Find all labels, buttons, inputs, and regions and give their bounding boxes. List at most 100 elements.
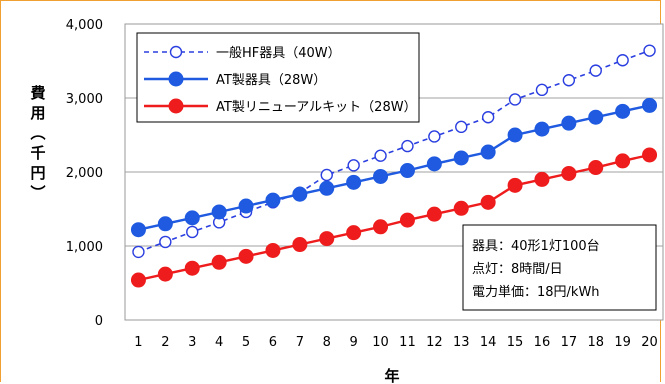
data-point	[507, 127, 523, 143]
data-point	[130, 222, 146, 238]
legend-label: AT製器具（28W）	[216, 73, 326, 88]
x-tick-label: 10	[372, 335, 389, 350]
condition-hours: 点灯：8時間/日	[472, 262, 563, 277]
data-point	[615, 153, 631, 169]
x-tick-label: 12	[426, 335, 443, 350]
condition-price: 電力単価：18円/kWh	[472, 284, 600, 300]
data-point	[132, 245, 145, 259]
y-axis-label: 費用 ︵ 千円 ︶	[29, 84, 45, 202]
x-tick-label: 15	[507, 335, 524, 350]
data-point	[265, 192, 281, 208]
data-point	[455, 120, 468, 134]
data-point	[428, 130, 441, 143]
series-3	[130, 147, 658, 288]
data-point	[292, 186, 308, 202]
legend-marker	[168, 98, 184, 114]
data-point	[320, 168, 333, 182]
x-tick-label: 1	[134, 335, 142, 350]
data-point	[534, 121, 550, 137]
data-point	[562, 74, 576, 87]
data-point	[184, 260, 200, 276]
data-point	[238, 198, 254, 214]
data-point	[265, 242, 281, 258]
data-point	[157, 266, 173, 282]
x-tick-label: 16	[534, 335, 551, 350]
data-point	[319, 231, 335, 247]
data-point	[347, 159, 360, 172]
x-tick-label: 11	[399, 335, 416, 350]
data-point	[561, 115, 577, 131]
y-axis-label-char: 用	[30, 104, 45, 122]
data-point	[346, 174, 362, 190]
x-tick-label: 18	[587, 335, 604, 350]
data-point	[615, 103, 631, 119]
y-axis-label-char: ︵	[29, 124, 45, 142]
data-point	[616, 54, 629, 67]
data-point	[319, 180, 335, 196]
data-point	[481, 111, 495, 124]
y-tick-label: 2,000	[66, 166, 103, 181]
legend-marker	[169, 45, 183, 59]
data-point	[508, 93, 522, 106]
y-axis-label-char: ︶	[29, 184, 45, 202]
data-point	[346, 225, 362, 241]
legend-label: 一般HF器具（40W）	[216, 45, 341, 61]
x-tick-label: 17	[561, 335, 578, 350]
data-point	[534, 171, 550, 187]
data-point	[184, 210, 200, 226]
y-axis-ticks: 0 1,000 2,000 3,000 4,000	[66, 18, 103, 329]
series-2	[130, 97, 658, 238]
x-tick-label: 4	[215, 335, 223, 350]
legend-label: AT製リニューアルキット（28W）	[216, 100, 417, 115]
x-tick-label: 7	[296, 335, 304, 350]
y-axis-label-char: 円	[30, 164, 45, 182]
data-point	[426, 156, 442, 172]
data-point	[399, 163, 415, 179]
data-point	[453, 200, 469, 216]
data-point	[211, 204, 227, 220]
x-tick-label: 19	[614, 335, 631, 350]
x-axis-ticks: 1 2 3 4 5 6 7 8 9 10 11 12 13 14 15 16 17 18 19 20	[134, 335, 658, 350]
legend-marker	[168, 71, 184, 87]
data-point	[642, 97, 658, 113]
data-point	[480, 194, 496, 210]
x-tick-label: 8	[323, 335, 331, 350]
y-tick-label: 4,000	[66, 18, 103, 33]
data-point	[507, 177, 523, 193]
data-point	[292, 237, 308, 253]
y-tick-label: 0	[95, 314, 103, 329]
x-tick-label: 2	[161, 335, 169, 350]
y-axis-label-char: 千	[30, 144, 45, 162]
y-tick-label: 3,000	[66, 92, 103, 107]
data-point	[401, 139, 414, 153]
data-point	[186, 225, 199, 239]
x-axis-label: 年	[384, 367, 399, 384]
conditions-box: 器具：40形1灯100台 点灯：8時間/日 電力単価：18円/kWh	[462, 224, 657, 311]
data-point	[643, 44, 656, 57]
data-point	[399, 212, 415, 228]
x-tick-label: 9	[350, 335, 358, 350]
data-point	[211, 254, 227, 270]
legend: 一般HF器具（40W） AT製器具（28W） AT製リニューアルキット（28W）	[136, 32, 420, 123]
x-tick-label: 6	[269, 335, 277, 350]
y-axis-label-char: 費	[30, 84, 45, 102]
data-point	[453, 150, 469, 166]
data-point	[373, 219, 389, 235]
data-point	[535, 83, 549, 97]
x-tick-label: 14	[480, 335, 497, 350]
data-point	[589, 64, 602, 77]
y-tick-label: 1,000	[66, 240, 103, 255]
series-group	[130, 44, 658, 288]
data-point	[561, 165, 577, 181]
data-point	[238, 248, 254, 264]
data-point	[588, 160, 604, 176]
condition-fixture: 器具：40形1灯100台	[472, 239, 600, 254]
data-point	[130, 272, 146, 288]
data-point	[480, 144, 496, 160]
conditions-box-frame	[462, 224, 657, 311]
x-tick-label: 20	[641, 335, 658, 350]
x-tick-label: 13	[453, 335, 470, 350]
data-point	[157, 216, 173, 232]
data-point	[159, 235, 172, 249]
